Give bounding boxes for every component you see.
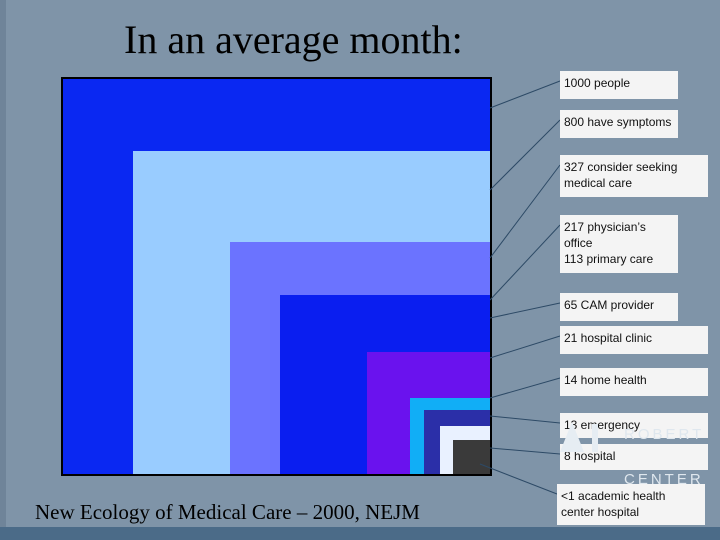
logo-mark-icon: [560, 422, 598, 452]
leader-line-10: [479, 463, 558, 495]
level-label-7: 14 home health: [560, 368, 708, 396]
level-label-10: <1 academic health center hospital: [557, 484, 705, 525]
bottom-band: [0, 527, 720, 540]
level-square-10: [453, 440, 490, 474]
logo-text-top: ROBERT: [624, 426, 705, 443]
leader-line-1: [489, 80, 561, 109]
level-label-2: 800 have symptoms: [560, 110, 678, 138]
leader-line-8: [489, 415, 561, 424]
level-label-9: 8 hospital: [560, 444, 708, 470]
leader-line-2: [489, 119, 561, 191]
citation: New Ecology of Medical Care – 2000, NEJM: [35, 500, 420, 524]
level-label-5: 65 CAM provider: [560, 293, 678, 321]
level-label-6: 21 hospital clinic: [560, 326, 708, 354]
page-title: In an average month:: [124, 17, 463, 62]
leader-line-9: [489, 447, 561, 455]
leader-line-6: [489, 335, 561, 359]
leader-line-3: [489, 164, 561, 259]
diagram-frame: [61, 77, 492, 476]
left-stripe: [0, 0, 6, 540]
leader-line-7: [489, 377, 561, 399]
logo-text-bottom: CENTER: [624, 471, 704, 488]
level-label-1: 1000 people: [560, 71, 678, 99]
level-label-3: 327 consider seeking medical care: [560, 155, 708, 197]
leader-line-4: [489, 224, 561, 301]
leader-line-5: [489, 302, 561, 319]
level-label-4: 217 physician’s office 113 primary care: [560, 215, 678, 273]
